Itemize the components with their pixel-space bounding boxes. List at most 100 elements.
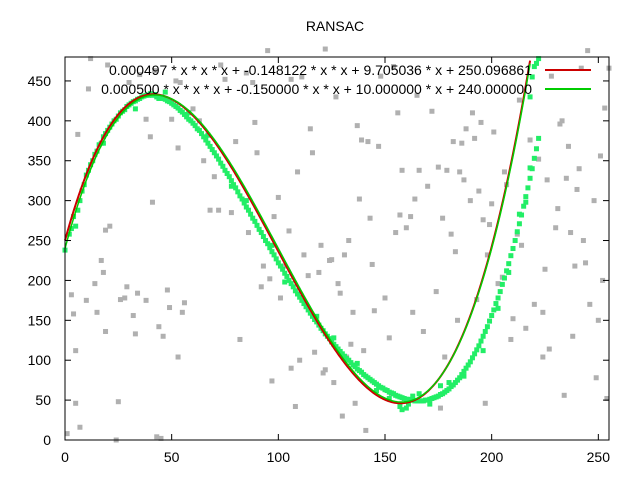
inlier-point: [516, 211, 522, 217]
outlier-point: [452, 249, 458, 255]
outlier-point: [73, 400, 79, 406]
outlier-point: [181, 300, 187, 306]
inlier-point: [233, 185, 239, 191]
outlier-point: [491, 129, 497, 135]
inlier-point: [271, 252, 277, 258]
outlier-point: [92, 281, 98, 287]
outlier-point: [365, 139, 371, 145]
outlier-point: [378, 73, 384, 79]
outlier-point: [459, 140, 465, 146]
fit-lines: [64, 60, 532, 405]
y-tick-label: 150: [28, 312, 52, 328]
outlier-point: [393, 230, 399, 236]
legend: 0.000497 * x * x * x + -0.148122 * x * x…: [101, 62, 591, 97]
inlier-point: [527, 175, 533, 181]
y-tick-label: 400: [28, 113, 52, 129]
inlier-point: [480, 333, 486, 339]
inlier-point: [506, 269, 512, 275]
outlier-point: [546, 346, 552, 352]
outlier-point: [478, 119, 484, 125]
inlier-point: [303, 304, 309, 310]
inlier-point: [263, 238, 269, 244]
outlier-point: [132, 331, 138, 337]
inlier-point: [495, 305, 501, 311]
inlier-point: [211, 150, 217, 156]
inlier-point: [510, 246, 516, 251]
inlier-point: [222, 167, 228, 173]
outlier-point: [322, 367, 328, 373]
inlier-point: [437, 383, 443, 389]
outlier-point: [442, 354, 448, 360]
outlier-point: [137, 72, 143, 78]
inlier-point: [523, 194, 529, 200]
outlier-point: [130, 313, 136, 319]
inlier-point: [497, 289, 503, 295]
x-tick-label: 100: [267, 449, 291, 465]
outlier-point: [75, 131, 81, 137]
outlier-point: [527, 137, 533, 143]
inlier-point: [256, 226, 262, 232]
outlier-point: [271, 214, 277, 220]
x-tick-label: 250: [587, 449, 611, 465]
outlier-point: [487, 222, 493, 228]
outlier-point: [572, 263, 578, 269]
outlier-point: [260, 263, 266, 269]
x-tick-label: 0: [61, 449, 69, 465]
inlier-point: [235, 189, 241, 195]
inlier-point: [203, 137, 209, 143]
outlier-point: [158, 435, 164, 441]
outlier-point: [216, 207, 222, 213]
inlier-point: [205, 140, 211, 146]
outlier-point: [472, 135, 478, 141]
inlier-point: [243, 198, 249, 204]
outlier-point: [295, 169, 301, 175]
inlier-point: [277, 263, 283, 269]
outlier-point: [173, 78, 179, 84]
inlier-point: [286, 277, 292, 283]
outlier-point: [414, 92, 420, 98]
inlier-point: [280, 266, 286, 272]
outlier-point: [337, 290, 343, 296]
y-tick-label: 350: [28, 153, 52, 169]
outlier-point: [124, 284, 130, 290]
outlier-point: [399, 167, 405, 173]
y-tick-label: 250: [28, 233, 52, 249]
inlier-point: [216, 156, 222, 162]
outlier-point: [143, 297, 149, 303]
outlier-point: [299, 74, 305, 80]
outlier-point: [455, 317, 461, 323]
outlier-point: [352, 400, 358, 406]
outlier-point: [369, 261, 375, 267]
inlier-point: [239, 196, 245, 202]
outlier-point: [333, 94, 339, 100]
outlier-point: [542, 266, 548, 272]
outlier-point: [71, 311, 77, 317]
outlier-point: [519, 242, 525, 248]
y-tick-label: 100: [28, 352, 52, 368]
inlier-point: [218, 160, 224, 166]
inlier-point: [478, 338, 484, 344]
inlier-point: [405, 401, 411, 407]
outlier-point: [553, 225, 559, 231]
inlier-point: [373, 388, 379, 394]
outlier-point: [412, 196, 418, 202]
outlier-point: [339, 413, 345, 419]
outlier-point: [160, 333, 166, 339]
outlier-point: [149, 199, 155, 205]
outlier-point: [292, 403, 298, 409]
inlier-point: [258, 230, 264, 236]
inlier-point: [487, 318, 493, 324]
outlier-point: [444, 167, 450, 173]
inlier-point: [516, 221, 522, 227]
inlier-point: [282, 270, 288, 276]
inlier-point: [132, 106, 138, 112]
inlier-point: [269, 249, 275, 255]
outlier-point: [544, 177, 550, 183]
inlier-point: [299, 297, 305, 303]
outlier-point: [403, 225, 409, 231]
outlier-point: [83, 297, 89, 303]
inlier-point: [301, 301, 307, 307]
outlier-points: [64, 46, 612, 443]
inlier-point: [213, 153, 219, 159]
outlier-point: [190, 106, 196, 112]
